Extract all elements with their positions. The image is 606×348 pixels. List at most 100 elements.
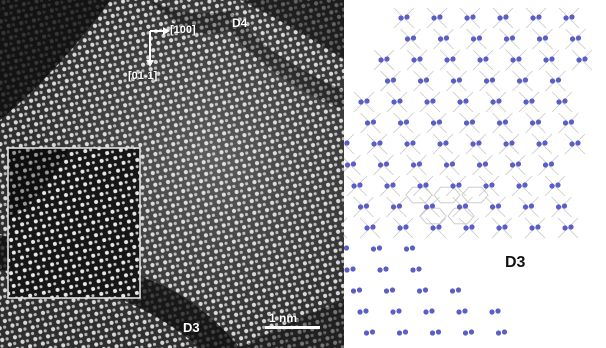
atom-site — [555, 77, 562, 83]
atom-site — [383, 266, 389, 272]
atom-site — [490, 99, 496, 105]
atom-site — [476, 162, 483, 168]
atom-site — [497, 15, 503, 21]
atom-site — [496, 120, 503, 126]
bond-line — [558, 7, 580, 29]
bond-line — [360, 112, 381, 134]
atom-site — [417, 183, 423, 189]
direction-arrows — [146, 27, 170, 67]
atom-site — [444, 57, 450, 63]
bond-line — [498, 133, 520, 155]
bond-line — [346, 175, 368, 197]
atom-site — [575, 140, 581, 146]
bond-line — [406, 154, 427, 176]
atomic-model-drawing — [344, 7, 593, 336]
atom-site — [411, 57, 417, 63]
atom-site — [351, 183, 357, 189]
micrograph-image — [0, 0, 344, 348]
atom-site — [516, 183, 522, 189]
bond-line — [399, 133, 421, 155]
atom-site — [403, 224, 409, 230]
atom-site — [344, 162, 351, 168]
atom-site — [483, 78, 490, 84]
bond-line — [466, 28, 487, 50]
bond-line — [344, 133, 355, 145]
atom-site — [436, 224, 442, 230]
atom-site — [464, 15, 470, 21]
bond-line — [373, 154, 394, 176]
bond-line — [525, 112, 546, 134]
atom-site — [443, 140, 449, 146]
atom-site — [397, 98, 403, 104]
atom-site — [503, 141, 509, 147]
atom-site — [469, 119, 476, 125]
atom-site — [515, 161, 522, 167]
bond-line — [380, 70, 401, 92]
bond-line — [525, 7, 547, 29]
atom-site — [390, 182, 396, 188]
atom-site — [462, 203, 469, 209]
bond-line — [512, 70, 533, 92]
atom-site — [502, 224, 508, 230]
bond-line — [491, 217, 513, 239]
scale-bar — [265, 326, 320, 329]
atom-site — [429, 330, 436, 336]
bond-line — [518, 196, 539, 218]
bond-line — [505, 49, 527, 71]
bond-line — [419, 91, 441, 113]
atom-site — [483, 183, 489, 189]
bond-line — [366, 133, 388, 155]
atom-site — [344, 140, 350, 146]
bond-line — [433, 28, 454, 50]
atom-site — [357, 309, 363, 315]
atom-site — [495, 203, 502, 209]
scale-bar-label: 1 nm — [269, 311, 298, 325]
bond-line — [565, 28, 586, 50]
atom-site — [450, 78, 457, 84]
direction-100-label: [100] — [170, 24, 196, 36]
atom-site — [423, 182, 429, 188]
atom-site — [542, 140, 548, 146]
atom-site — [468, 329, 475, 335]
atom-site — [370, 119, 377, 125]
bond-line — [545, 70, 566, 92]
atom-site — [449, 161, 456, 167]
atom-site — [495, 330, 502, 336]
atom-site — [509, 140, 515, 146]
bond-line — [571, 49, 593, 71]
atom-site — [562, 98, 568, 104]
atom-site — [404, 36, 411, 42]
bond-line — [544, 175, 566, 197]
bond-line — [492, 7, 514, 29]
bond-line — [379, 175, 401, 197]
bond-line — [538, 154, 559, 176]
atom-site — [536, 14, 542, 20]
atom-site — [416, 161, 423, 167]
atom-site — [470, 141, 476, 147]
atom-site — [435, 329, 442, 335]
bond-line — [531, 133, 553, 155]
atom-site — [383, 288, 390, 294]
atom-site — [496, 225, 502, 231]
atom-site — [409, 245, 416, 251]
atom-site — [542, 35, 549, 41]
atom-site — [543, 57, 549, 63]
atom-site — [364, 120, 371, 126]
bond-line — [564, 133, 586, 155]
atom-site — [377, 140, 383, 146]
atom-site — [370, 246, 377, 252]
atom-site — [489, 309, 495, 315]
atom-site — [569, 141, 575, 147]
bond-line — [518, 91, 540, 113]
atom-site — [376, 245, 383, 251]
atom-site — [430, 98, 436, 104]
atom-site — [416, 288, 423, 294]
bond-line — [425, 217, 447, 239]
atom-site — [424, 99, 430, 105]
atom-site — [417, 78, 424, 84]
atom-site — [469, 224, 475, 230]
atom-site — [370, 224, 376, 230]
atom-site — [482, 161, 489, 167]
atom-site — [569, 36, 576, 42]
bond-line — [524, 217, 546, 239]
